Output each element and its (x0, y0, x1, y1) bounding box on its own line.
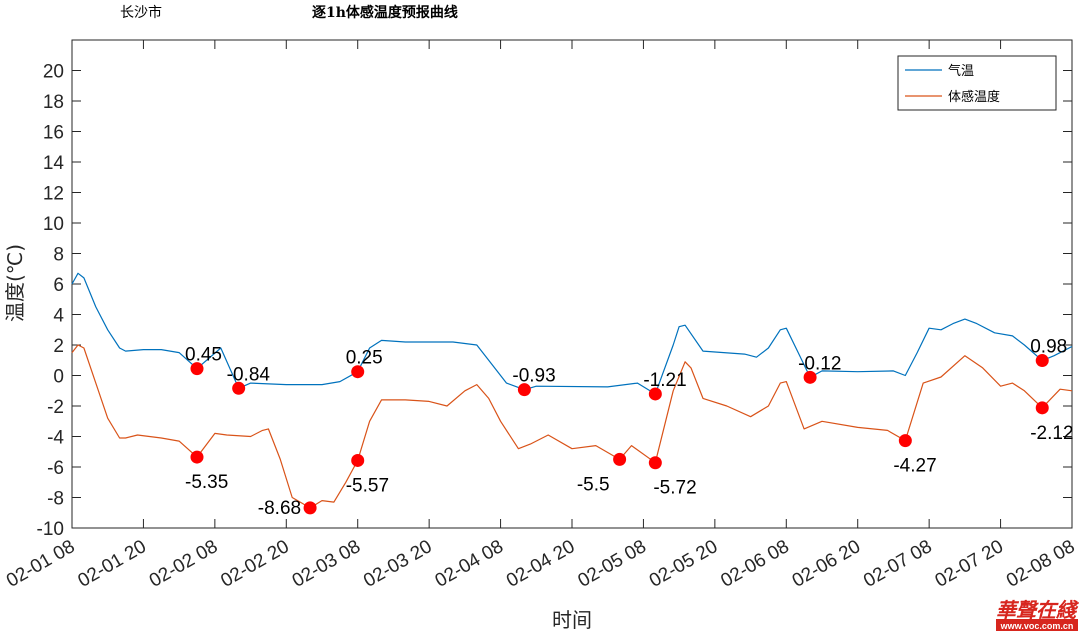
watermark: 華聲在綫 www.voc.com.cn (996, 598, 1079, 631)
y-tick-label: 6 (53, 275, 64, 296)
y-tick-label: 12 (43, 184, 64, 205)
x-tick-label: 02-07 20 (932, 536, 1007, 592)
chart-title: 逐1h体感温度预报曲线 (312, 4, 458, 21)
y-tick-label: -6 (47, 458, 64, 479)
x-tick-label: 02-02 20 (217, 536, 292, 592)
x-tick-label: 02-03 20 (360, 536, 435, 592)
x-axis-label: 时间 (552, 608, 592, 631)
x-tick-label: 02-01 20 (74, 536, 149, 592)
air-temp-marker (351, 365, 365, 379)
data-label: 0.25 (346, 348, 383, 369)
data-label: -8.68 (258, 498, 301, 519)
data-label: -1.21 (643, 370, 686, 391)
x-tick-label: 02-05 20 (646, 536, 721, 592)
data-label: -5.72 (653, 478, 696, 499)
y-tick-label: 0 (53, 367, 64, 388)
data-label: -5.57 (346, 475, 389, 496)
feels-like-marker (613, 452, 627, 466)
feels-like-marker (303, 501, 317, 515)
feels-like-marker (648, 456, 662, 470)
x-tick-label: 02-07 08 (860, 536, 935, 592)
watermark-url: www.voc.com.cn (1000, 621, 1074, 631)
y-tick-label: -2 (47, 397, 64, 418)
feels-like-marker (1035, 401, 1049, 415)
feels-like-marker (351, 453, 365, 467)
y-tick-label: 8 (53, 245, 64, 266)
watermark-logo: 華聲在綫 (996, 598, 1079, 622)
legend-label-air-temp: 气温 (948, 63, 974, 79)
air-temp-marker (648, 387, 662, 401)
x-tick-label: 02-02 08 (146, 536, 221, 592)
y-tick-label: 14 (43, 153, 65, 174)
x-tick-label: 02-08 08 (1003, 536, 1078, 592)
y-tick-label: 2 (53, 336, 64, 357)
y-tick-label: 10 (43, 214, 64, 235)
data-label: -5.5 (577, 474, 610, 495)
data-label: -0.84 (227, 364, 271, 385)
y-tick-label: -8 (47, 489, 64, 510)
x-tick-label: 02-03 08 (289, 536, 364, 592)
y-tick-label: 16 (43, 123, 64, 144)
feels-like-marker (190, 450, 204, 464)
x-tick-label: 02-06 08 (717, 536, 792, 592)
air-temp-marker (1035, 354, 1049, 368)
y-axis-label: 温度(℃) (3, 244, 27, 322)
y-tick-label: 20 (43, 62, 64, 83)
legend: 气温 体感温度 (897, 55, 1057, 111)
x-tick-label: 02-04 20 (503, 536, 578, 592)
air-temp-marker (190, 362, 204, 376)
x-tick-label: 02-06 20 (789, 536, 864, 592)
y-tick-label: -10 (37, 519, 64, 540)
data-label: -5.35 (185, 472, 228, 493)
air-temp-marker (232, 381, 246, 395)
data-label: 0.98 (1030, 337, 1067, 358)
data-label: -4.27 (893, 456, 936, 477)
data-label: -0.93 (512, 366, 555, 387)
legend-label-feels-like: 体感温度 (948, 89, 1000, 105)
air-temp-line (71, 272, 1073, 395)
x-tick-label: 02-01 08 (3, 536, 78, 592)
y-tick-label: 4 (53, 306, 64, 327)
y-tick-label: 18 (43, 92, 64, 113)
city-title: 长沙市 (120, 4, 162, 21)
feels-like-marker (898, 434, 912, 448)
x-tick-label: 02-05 08 (574, 536, 649, 592)
feels-like-line (71, 344, 1073, 509)
air-temp-marker (517, 383, 531, 397)
air-temp-marker (803, 370, 817, 384)
data-label: 0.45 (185, 345, 222, 366)
data-label: -2.12 (1030, 423, 1073, 444)
data-label: -0.12 (798, 353, 841, 374)
y-tick-label: -4 (47, 428, 64, 449)
x-tick-label: 02-04 08 (432, 536, 507, 592)
